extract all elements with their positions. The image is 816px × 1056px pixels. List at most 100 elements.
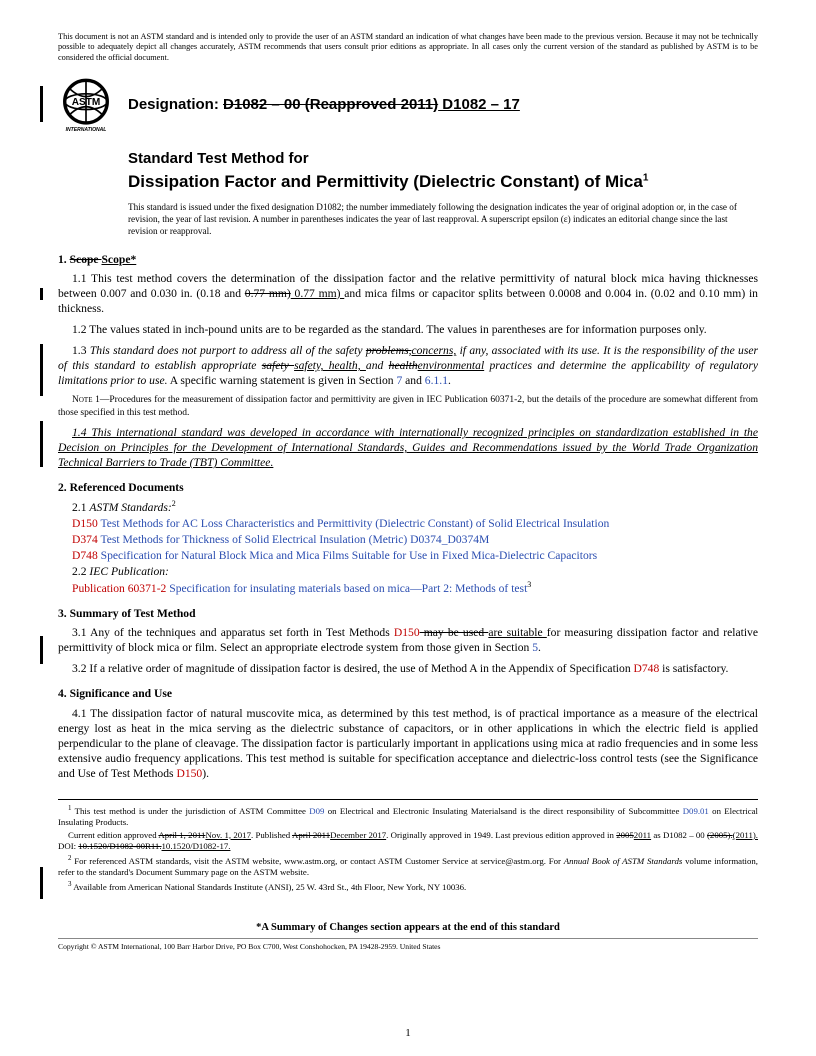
ref-link[interactable]: D150 [394,626,420,639]
text: as D1082 – 00 [651,830,707,840]
para-3-2: 3.2 If a relative order of magnitude of … [58,661,758,676]
text-new: December 2017 [330,830,386,840]
footnotes: 1 This test method is under the jurisdic… [58,799,758,893]
footnote-2: 2 For referenced ASTM standards, visit t… [58,854,758,878]
header-row: ASTM INTERNATIONAL Designation: D1082 – … [58,77,758,133]
text-new: (2011). [733,830,758,840]
section-2-head: 2. Referenced Documents [58,480,758,495]
text: ). [202,767,209,780]
issued-note: This standard is issued under the fixed … [128,202,738,238]
text: This test method is under the jurisdicti… [72,806,310,816]
changebar [40,636,43,664]
para-1-1: 1.1 This test method covers the determin… [58,271,758,316]
text-new: safety, health, [294,359,366,372]
subhead-2-2: 2.2 IEC Publication: [72,564,758,579]
text-old: safety [262,359,294,372]
subhead-2-1: 2.1 2.1 ASTM Standards:ASTM Standards:2 [72,499,758,515]
ref-title[interactable]: Test Methods for AC Loss Characteristics… [98,517,610,530]
text: 1.3 [72,344,90,357]
committee-link[interactable]: D09 [309,806,324,816]
ref-d150: D150 Test Methods for AC Loss Characteri… [72,516,758,531]
text: . Originally approved in 1949. Last prev… [386,830,616,840]
svg-text:INTERNATIONAL: INTERNATIONAL [66,127,107,133]
ref-link[interactable]: D748 [634,662,660,675]
text: 3.2 If a relative order of magnitude of … [72,662,634,675]
title-footnote-ref: 1 [643,172,649,183]
text: Annual Book of ASTM Standards [564,856,683,866]
note-text: Procedures for the measurement of dissip… [58,395,758,417]
text-old: may be used [420,626,489,639]
changebar [40,421,43,467]
summary-of-changes-note: *A Summary of Changes section appears at… [58,921,758,935]
designation-old: D1082 – 00 (Reapproved 2011) [223,96,438,113]
text-new: 1.4 This international standard was deve… [58,426,758,469]
disclaimer-text: This document is not an ASTM standard an… [58,32,758,63]
text: Current edition approved [68,830,158,840]
text-old: (2005). [707,830,733,840]
section-1-head: 1. Scope Scope* [58,252,758,267]
text-new: are suitable [488,626,546,639]
note-label: Note 1— [72,395,109,405]
text: Available from American National Standar… [72,882,467,892]
text: on Electrical and Electronic Insulating … [324,806,682,816]
text-old: 10.1520/D1082-00R11. [78,841,161,851]
text-old: 2005 [616,830,634,840]
title-main-text: Dissipation Factor and Permittivity (Die… [128,172,643,191]
designation-label: Designation: [128,96,223,113]
text-old: 0.77 mm) [245,287,291,300]
ref-code[interactable]: D150 [72,517,98,530]
ref-title[interactable]: Test Methods for Thickness of Solid Elec… [98,533,490,546]
text-old: health [389,359,418,372]
text-old: April 1, 2011 [158,830,205,840]
section-link[interactable]: 6.1.1 [425,374,448,387]
text: and [402,374,425,387]
text: This standard does not purport to addres… [90,344,366,357]
ref-d748: D748 Specification for Natural Block Mic… [72,548,758,563]
footnote-1: 1 This test method is under the jurisdic… [58,804,758,828]
text: . [538,641,541,654]
changebar [40,344,43,396]
text-new: concerns, [411,344,456,357]
text-new: Nov. 1, 2017 [205,830,251,840]
ref-link[interactable]: D150 [176,767,202,780]
text-old: problems, [366,344,412,357]
para-1-2: 1.2 The values stated in inch-pound unit… [58,322,758,337]
text: DOI: [58,841,78,851]
ref-code[interactable]: D374 [72,533,98,546]
ref-code[interactable]: Publication 60371-2 [72,582,166,595]
para-3-1: 3.1 Any of the techniques and apparatus … [58,625,758,655]
changebar [40,867,43,899]
para-4-1: 4.1 The dissipation factor of natural mu… [58,706,758,781]
copyright: Copyright © ASTM International, 100 Barr… [58,938,758,952]
page-number: 1 [0,1026,816,1040]
title-lead: Standard Test Method for [128,149,758,169]
text-new: 2011 [634,830,651,840]
text: . Published [251,830,292,840]
note-1: Note 1—Procedures for the measurement of… [58,394,758,419]
footnote-3: 3 Available from American National Stand… [58,880,758,893]
changebar [40,288,43,300]
svg-text:ASTM: ASTM [72,97,101,108]
text: and [366,359,389,372]
ref-code[interactable]: D748 [72,549,98,562]
ref-title[interactable]: Specification for insulating materials b… [166,582,527,595]
ref-d374: D374 Test Methods for Thickness of Solid… [72,532,758,547]
designation-new: D1082 – 17 [438,96,520,113]
text: A specific warning statement is given in… [168,374,397,387]
astm-logo: ASTM INTERNATIONAL [58,77,114,133]
section-head-old: Scope [70,253,102,266]
text: For referenced ASTM standards, visit the… [72,856,564,866]
designation: Designation: D1082 – 00 (Reapproved 2011… [128,95,520,115]
para-1-4: 1.4 This international standard was deve… [58,425,758,470]
ref-iec: Publication 60371-2 Specification for in… [72,580,758,596]
subcommittee-link[interactable]: D09.01 [683,806,709,816]
text: . [448,374,451,387]
text-old: April 2011 [292,830,330,840]
text-new: 10.1520/D1082-17. [162,841,231,851]
title-block: Standard Test Method for Dissipation Fac… [128,149,758,192]
footnote-ref: 3 [527,580,531,589]
ref-title[interactable]: Specification for Natural Block Mica and… [98,549,597,562]
text-new: environmental [418,359,485,372]
footnote-1b: Current edition approved April 1, 2011No… [58,830,758,852]
text: 4.1 The dissipation factor of natural mu… [58,707,758,780]
